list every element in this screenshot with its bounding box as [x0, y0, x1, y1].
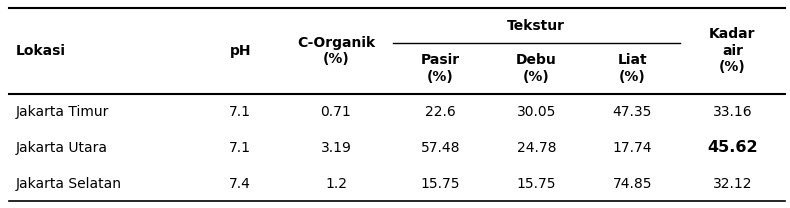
Text: 33.16: 33.16: [713, 105, 752, 119]
Text: Debu
(%): Debu (%): [516, 53, 557, 84]
Text: 7.4: 7.4: [229, 177, 251, 191]
Text: 7.1: 7.1: [229, 141, 251, 155]
Text: Liat
(%): Liat (%): [618, 53, 647, 84]
Text: 74.85: 74.85: [612, 177, 652, 191]
Text: 0.71: 0.71: [321, 105, 352, 119]
Text: 7.1: 7.1: [229, 105, 251, 119]
Text: 22.6: 22.6: [425, 105, 456, 119]
Text: 15.75: 15.75: [517, 177, 556, 191]
Text: 17.74: 17.74: [612, 141, 652, 155]
Text: Kadar
air
(%): Kadar air (%): [709, 27, 756, 74]
Text: C-Organik
(%): C-Organik (%): [297, 36, 375, 66]
Text: Tekstur: Tekstur: [507, 19, 566, 32]
Text: Jakarta Timur: Jakarta Timur: [16, 105, 109, 119]
Text: pH: pH: [229, 44, 251, 58]
Text: 24.78: 24.78: [517, 141, 556, 155]
Text: Lokasi: Lokasi: [16, 44, 66, 58]
Text: Jakarta Utara: Jakarta Utara: [16, 141, 107, 155]
Text: Jakarta Selatan: Jakarta Selatan: [16, 177, 122, 191]
Text: 15.75: 15.75: [421, 177, 461, 191]
Text: 32.12: 32.12: [713, 177, 752, 191]
Text: 57.48: 57.48: [421, 141, 461, 155]
Text: 45.62: 45.62: [707, 140, 758, 155]
Text: 30.05: 30.05: [517, 105, 556, 119]
Text: 3.19: 3.19: [321, 141, 352, 155]
Text: 1.2: 1.2: [325, 177, 347, 191]
Text: Pasir
(%): Pasir (%): [421, 53, 460, 84]
Text: 47.35: 47.35: [612, 105, 652, 119]
